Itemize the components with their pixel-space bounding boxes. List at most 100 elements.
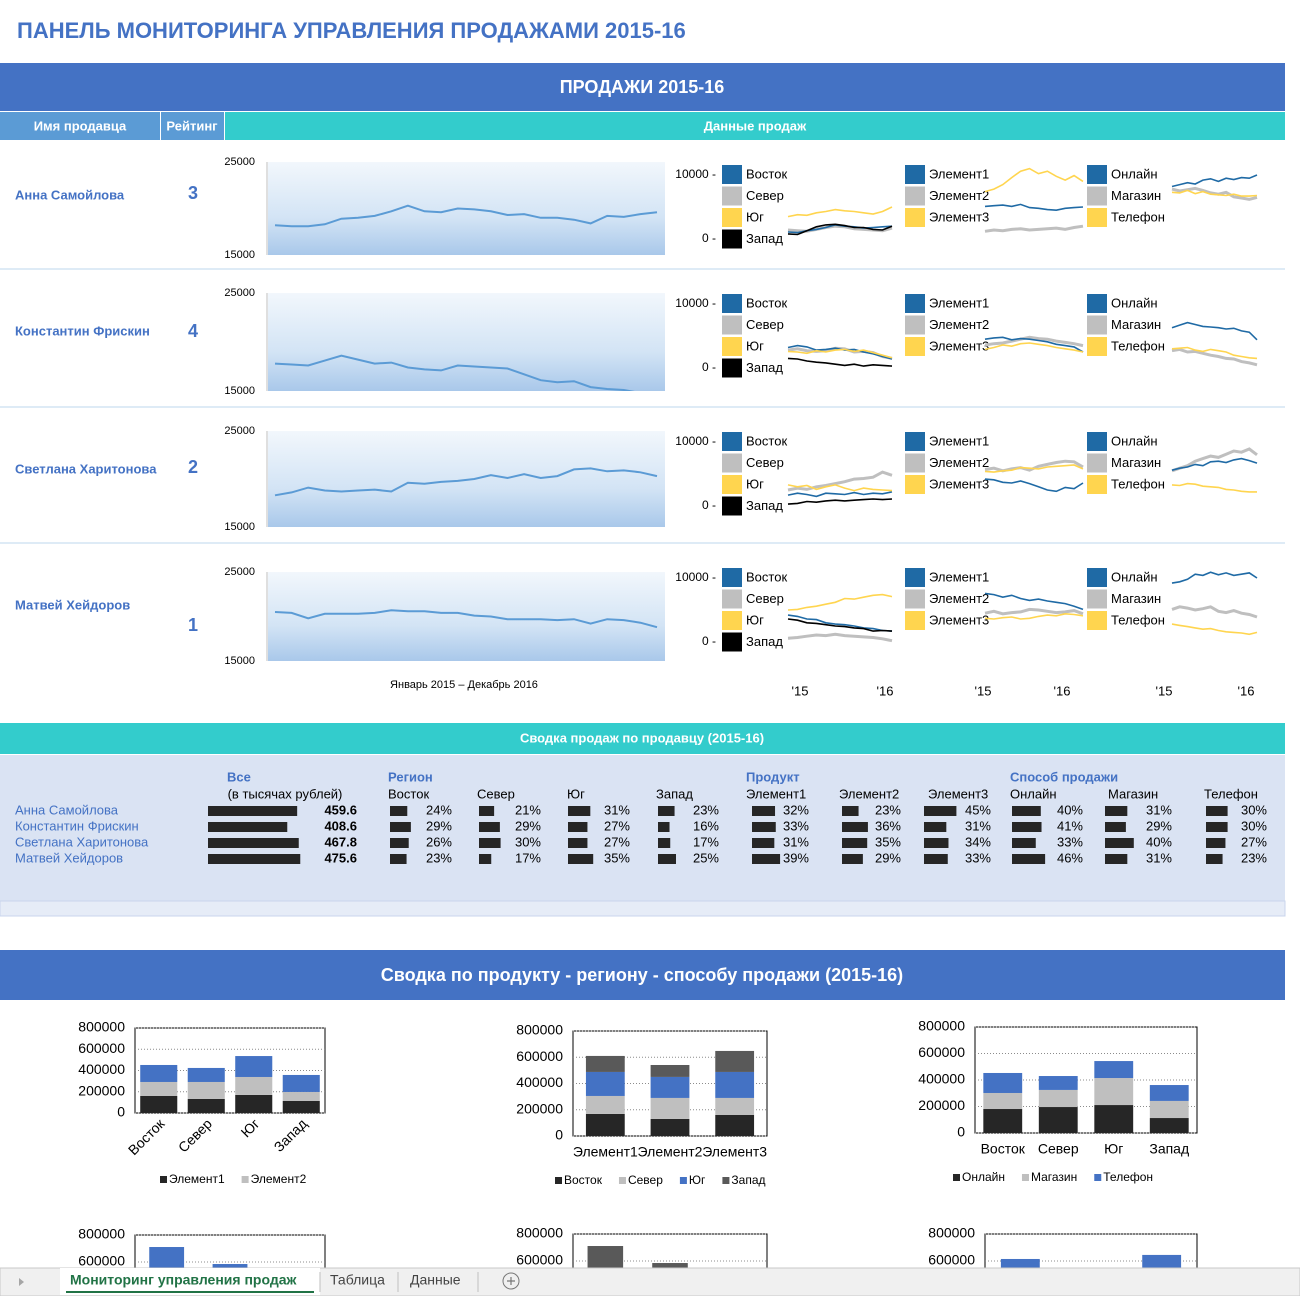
- y-tick-label: 0 -: [702, 231, 716, 245]
- trend-line: [274, 467, 658, 497]
- share-bar: [568, 806, 591, 816]
- legend-label: Телефон: [1111, 476, 1165, 491]
- sparkline: [984, 203, 1084, 212]
- legend-swatch: [722, 229, 742, 249]
- section-band: [0, 950, 1285, 1000]
- legend-swatch: [1087, 337, 1107, 356]
- y-tick-label: 0: [117, 1104, 125, 1120]
- bar-segment: [282, 1091, 320, 1101]
- y-tick-label: 800000: [516, 1225, 563, 1241]
- share-label: 29%: [515, 818, 541, 833]
- row-name: Константин Фрискин: [15, 818, 139, 833]
- x-tick-label: '16: [1054, 683, 1071, 698]
- column-header: Элемент2: [839, 786, 899, 801]
- group-header: Все: [227, 769, 251, 784]
- legend-swatch: [1087, 208, 1107, 227]
- y-tick-label: 0: [957, 1124, 965, 1140]
- bar-segment: [1038, 1089, 1078, 1108]
- row-name: Анна Самойлова: [15, 802, 119, 817]
- legend-label: Магазин: [1111, 188, 1161, 203]
- legend-swatch: [241, 1176, 249, 1183]
- legend-label: Элемент3: [929, 209, 989, 224]
- share-bar: [924, 854, 948, 864]
- y-tick-label: 600000: [516, 1048, 563, 1064]
- share-label: 34%: [965, 834, 991, 849]
- legend-label: Север: [746, 591, 784, 606]
- share-label: 26%: [426, 834, 452, 849]
- legend-label: Онлайн: [1111, 569, 1158, 584]
- x-tick-label: Север: [1038, 1141, 1079, 1157]
- share-label: 35%: [604, 850, 630, 865]
- sparkline: [787, 498, 893, 505]
- legend-label: Магазин: [1111, 591, 1161, 606]
- sparkline: [1171, 186, 1258, 201]
- legend-label: Юг: [746, 476, 764, 491]
- y-tick-label: 25000: [224, 287, 255, 299]
- sparkline: [1171, 571, 1258, 584]
- legend-swatch: [953, 1174, 960, 1181]
- sheet-tab[interactable]: Мониторинг управления продаж: [70, 1272, 298, 1288]
- sparkline: [984, 478, 1084, 493]
- seller-rating: 3: [188, 183, 198, 203]
- legend-swatch: [1087, 611, 1107, 630]
- share-bar: [390, 854, 407, 864]
- legend-label: Телефон: [1111, 612, 1165, 627]
- share-label: 40%: [1146, 834, 1172, 849]
- sparkline: [787, 223, 893, 236]
- share-bar: [842, 854, 863, 864]
- legend-label: Элемент3: [929, 338, 989, 353]
- legend-swatch: [722, 186, 742, 206]
- y-tick-label: 10000 -: [675, 167, 716, 181]
- share-label: 45%: [965, 802, 991, 817]
- x-tick-label: Север: [175, 1115, 215, 1155]
- sparkline: [1171, 174, 1258, 188]
- legend-swatch: [1094, 1174, 1102, 1181]
- add-sheet-button[interactable]: [502, 1272, 520, 1290]
- y-tick-label: 0 -: [702, 360, 716, 374]
- y-tick-label: 400000: [78, 1061, 125, 1077]
- bar-segment: [715, 1097, 755, 1115]
- share-label: 17%: [693, 834, 719, 849]
- share-bar: [752, 806, 776, 816]
- bar-segment: [650, 1118, 690, 1136]
- bar-segment: [282, 1074, 320, 1092]
- legend-label: Онлайн: [1111, 166, 1158, 181]
- legend-swatch: [1087, 589, 1107, 609]
- legend-swatch: [722, 453, 742, 473]
- bar-segment: [1149, 1100, 1189, 1119]
- legend-swatch: [1087, 475, 1107, 494]
- bar-segment: [1094, 1061, 1134, 1079]
- column-header: Юг: [567, 786, 585, 801]
- bar-segment: [140, 1081, 178, 1096]
- legend-label: Восток: [746, 295, 787, 310]
- legend-swatch: [905, 165, 925, 184]
- sheet-tab[interactable]: Таблица: [330, 1272, 385, 1288]
- header-text: Имя продавца: [34, 118, 127, 133]
- legend-swatch: [1087, 294, 1107, 313]
- legend-label: Магазин: [1111, 455, 1161, 470]
- legend-swatch: [722, 294, 742, 313]
- legend-label: Запад: [731, 1173, 765, 1187]
- sparkline: [1171, 623, 1258, 636]
- legend-label: Юг: [689, 1173, 706, 1187]
- legend-label: Восток: [746, 166, 787, 181]
- share-bar: [924, 806, 957, 816]
- legend-swatch: [722, 165, 742, 184]
- seller-rating: 4: [188, 321, 198, 341]
- x-tick-label: Юг: [1104, 1141, 1123, 1157]
- share-label: 24%: [426, 802, 452, 817]
- share-label: 29%: [1146, 818, 1172, 833]
- share-label: 31%: [965, 818, 991, 833]
- y-tick-label: 0 -: [702, 634, 716, 648]
- sheet-tab[interactable]: Данные: [410, 1272, 461, 1288]
- bar-segment: [187, 1067, 225, 1082]
- share-bar: [1105, 838, 1134, 848]
- seller-name: Анна Самойлова: [15, 187, 125, 202]
- total-bar: [208, 806, 298, 816]
- section-band: [0, 63, 1285, 111]
- sparkline: [1171, 605, 1258, 619]
- legend-label: Север: [746, 317, 784, 332]
- y-tick-label: 600000: [78, 1040, 125, 1056]
- share-bar: [568, 838, 588, 848]
- bar-segment: [715, 1115, 755, 1136]
